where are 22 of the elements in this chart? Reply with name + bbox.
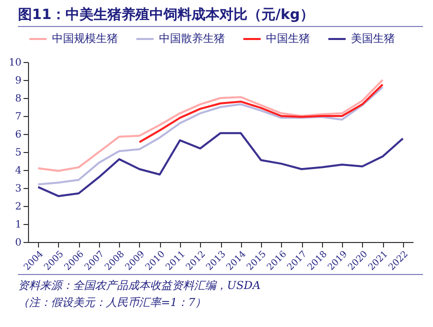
y-tick-label: 5 xyxy=(15,148,22,158)
y-tick-label: 1 xyxy=(15,220,22,230)
text: 资料来源：全国农产品成本收益资料汇编，USDA xyxy=(18,278,262,294)
chart-title: 图11：中美生猪养殖中饲料成本对比（元/kg） xyxy=(18,6,423,27)
y-tick-label: 6 xyxy=(15,130,22,140)
y-tick-label: 8 xyxy=(15,94,22,104)
line-series xyxy=(37,132,404,198)
y-tick-label: 4 xyxy=(15,166,22,176)
legend-label: 美国生猪 xyxy=(351,32,395,45)
text: （注：假设美元：人民币汇率=1：7） xyxy=(18,295,208,311)
y-tick-label: 2 xyxy=(15,202,22,212)
y-tick-label: 0 xyxy=(15,238,22,248)
line-series xyxy=(37,86,384,186)
line-series xyxy=(138,84,384,144)
y-tick-label: 3 xyxy=(15,184,22,194)
y-tick-label: 10 xyxy=(8,58,22,68)
legend-label: 中国规模生猪 xyxy=(52,32,118,45)
legend-label: 中国散养生猪 xyxy=(159,32,225,45)
y-tick-label: 7 xyxy=(15,112,22,122)
legend-label: 中国生猪 xyxy=(266,32,310,45)
line-series xyxy=(37,79,384,172)
y-tick-label: 9 xyxy=(15,76,22,86)
